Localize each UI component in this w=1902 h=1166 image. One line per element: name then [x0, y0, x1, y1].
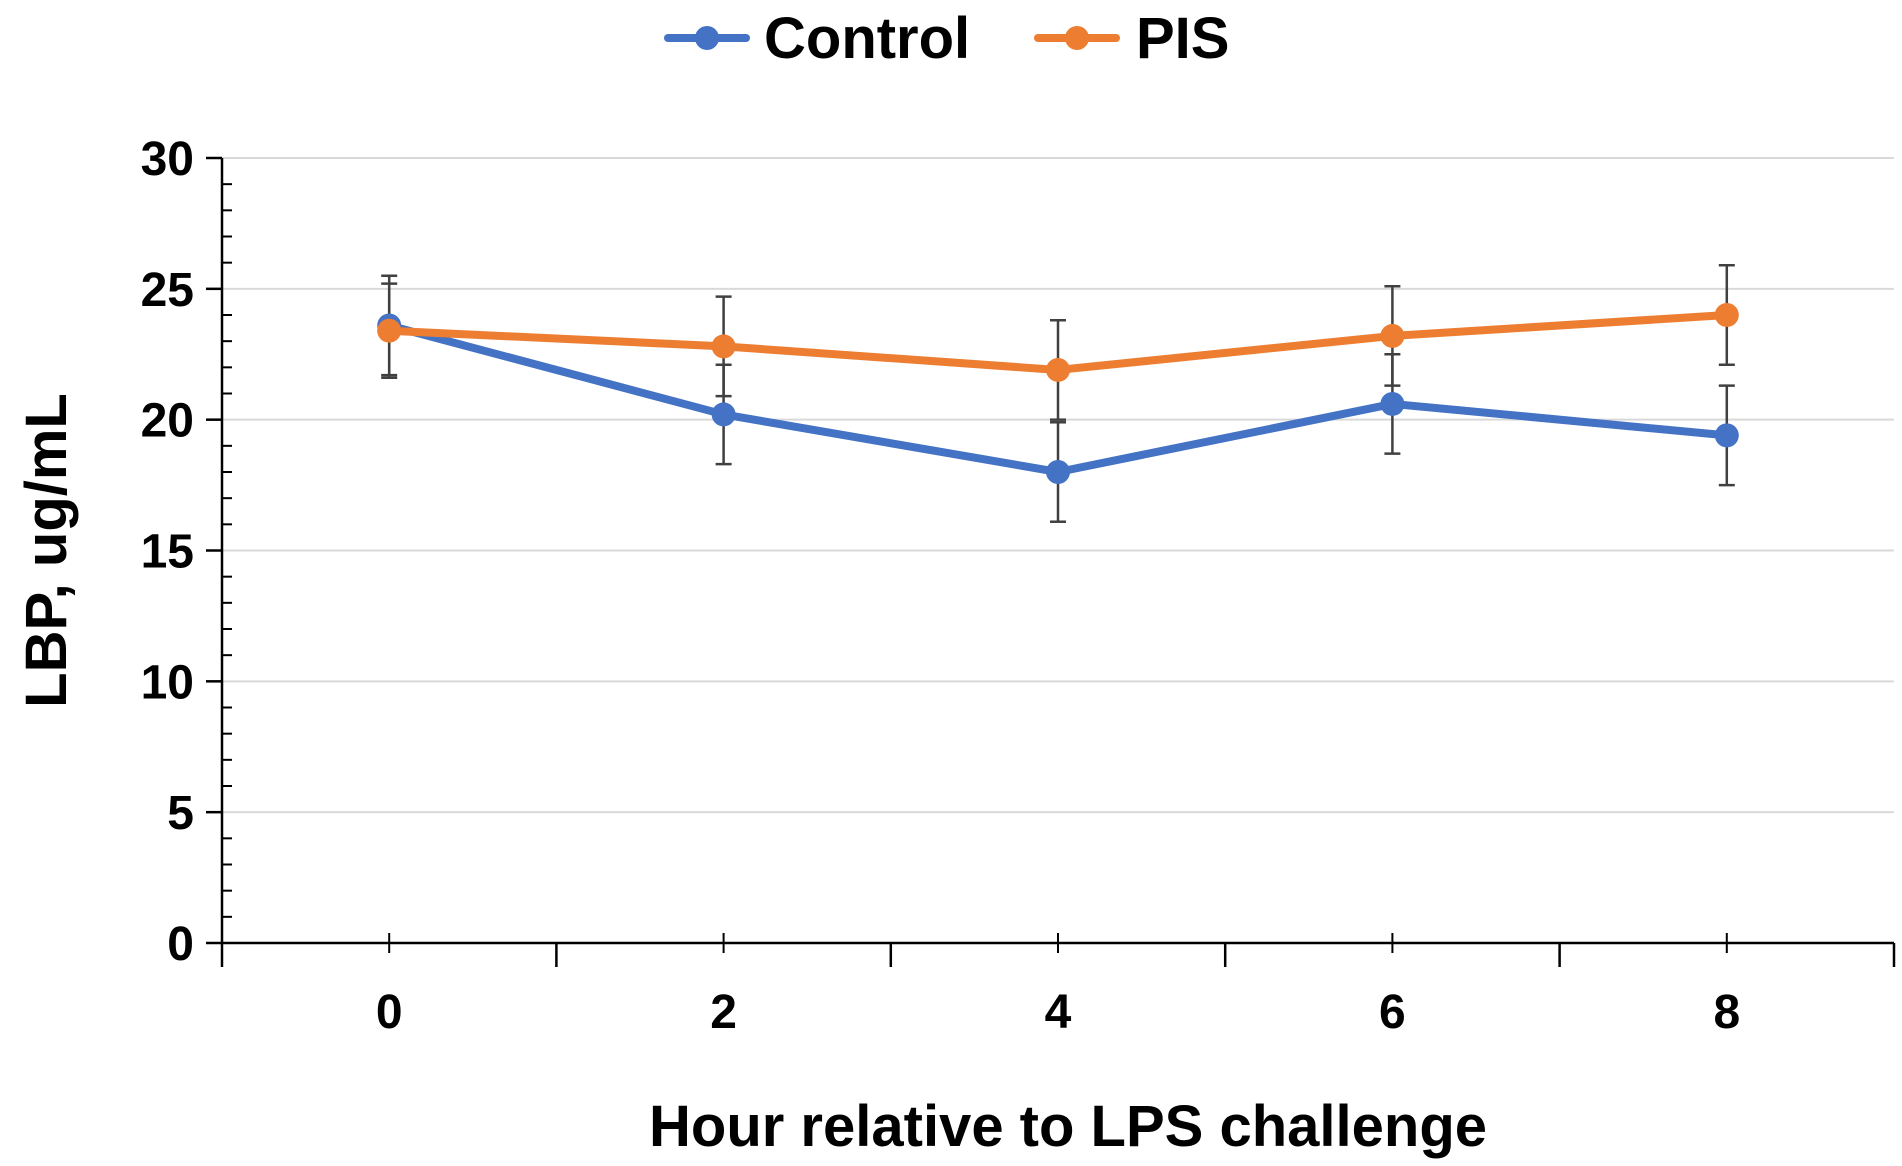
tick-labels: 0 5 10 15 20 25 30 0 2 4 6 8	[141, 133, 1741, 1039]
y-tick-label: 30	[141, 133, 194, 186]
y-tick-label: 0	[167, 918, 194, 971]
data-point-pis	[711, 334, 736, 359]
data-point-control	[1380, 391, 1405, 416]
y-tick-label: 10	[141, 656, 194, 709]
x-tick-label: 0	[376, 986, 403, 1039]
x-tick-label: 6	[1379, 986, 1406, 1039]
y-tick-label: 25	[141, 264, 194, 317]
data-point-pis	[1714, 303, 1739, 327]
data-point-pis	[1046, 357, 1070, 382]
data-point-control	[711, 402, 736, 427]
y-tick-label: 5	[167, 787, 194, 840]
legend-label-pis: PIS	[1136, 6, 1230, 71]
x-tick-label: 8	[1713, 986, 1740, 1039]
data-point-pis	[1380, 323, 1405, 348]
axes	[206, 156, 1896, 967]
legend-marker-pis	[1065, 26, 1089, 50]
y-axis-title: LBP, ug/mL	[14, 393, 79, 708]
data-point-pis	[377, 318, 402, 343]
legend-label-control: Control	[764, 6, 970, 71]
legend-marker-control	[695, 26, 719, 50]
x-axis-title: Hour relative to LPS challenge	[649, 1094, 1487, 1159]
data-point-control	[1046, 460, 1070, 484]
y-tick-label: 20	[141, 395, 194, 448]
x-tick-label: 2	[710, 986, 737, 1039]
legend: Control PIS	[664, 6, 1230, 71]
error-bars	[381, 264, 1735, 523]
x-tick-label: 4	[1045, 986, 1072, 1039]
series-group	[377, 303, 1739, 484]
y-tick-label: 15	[141, 526, 194, 579]
data-point-control	[1714, 423, 1739, 448]
